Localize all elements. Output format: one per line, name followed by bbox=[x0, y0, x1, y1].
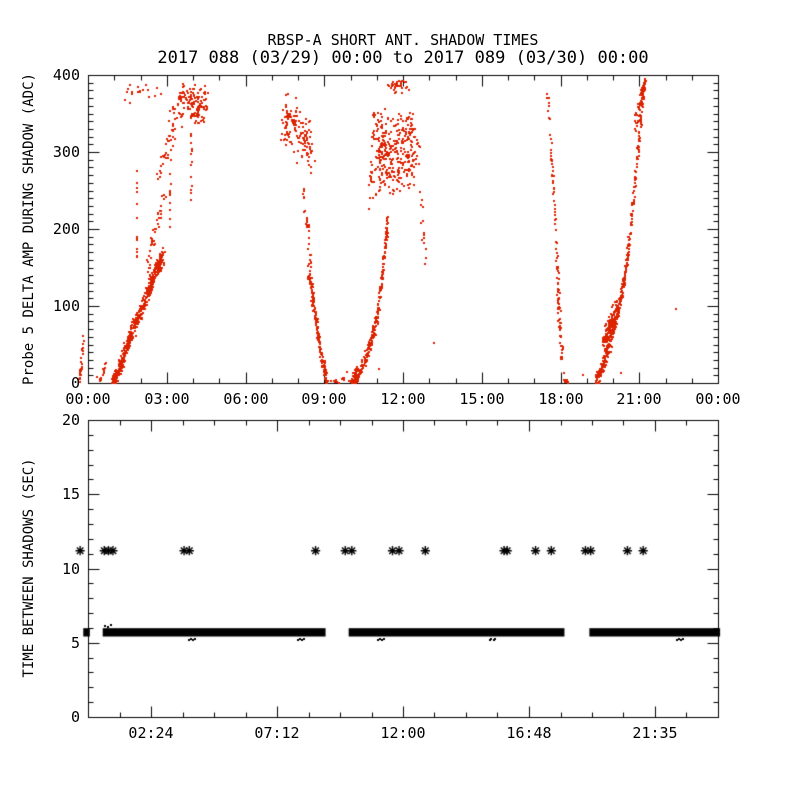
x-tick-label: 00:00 bbox=[65, 390, 111, 408]
x-tick-label: 16:48 bbox=[506, 724, 552, 742]
y-tick-label: 10 bbox=[61, 560, 80, 578]
y-tick-label: 100 bbox=[52, 297, 80, 315]
x-tick-label: 02:24 bbox=[128, 724, 174, 742]
x-tick-label: 18:00 bbox=[538, 390, 584, 408]
x-tick-label: 09:00 bbox=[301, 390, 347, 408]
y-tick-label: 400 bbox=[52, 66, 80, 84]
y-tick-label: 5 bbox=[70, 634, 80, 652]
x-tick-label: 15:00 bbox=[459, 390, 505, 408]
x-tick-label: 21:00 bbox=[616, 390, 662, 408]
y-tick-label: 20 bbox=[61, 411, 80, 429]
x-tick-label: 21:35 bbox=[632, 724, 678, 742]
x-tick-label: 07:12 bbox=[254, 724, 300, 742]
y-tick-label: 15 bbox=[61, 485, 80, 503]
y-tick-label: 0 bbox=[70, 374, 80, 392]
x-tick-label: 12:00 bbox=[380, 724, 426, 742]
y-tick-label: 0 bbox=[70, 708, 80, 726]
x-tick-label: 06:00 bbox=[223, 390, 269, 408]
x-tick-label: 00:00 bbox=[695, 390, 741, 408]
x-tick-label: 12:00 bbox=[380, 390, 426, 408]
y-tick-label: 300 bbox=[52, 143, 80, 161]
y-tick-label: 200 bbox=[52, 220, 80, 238]
x-tick-label: 03:00 bbox=[144, 390, 190, 408]
